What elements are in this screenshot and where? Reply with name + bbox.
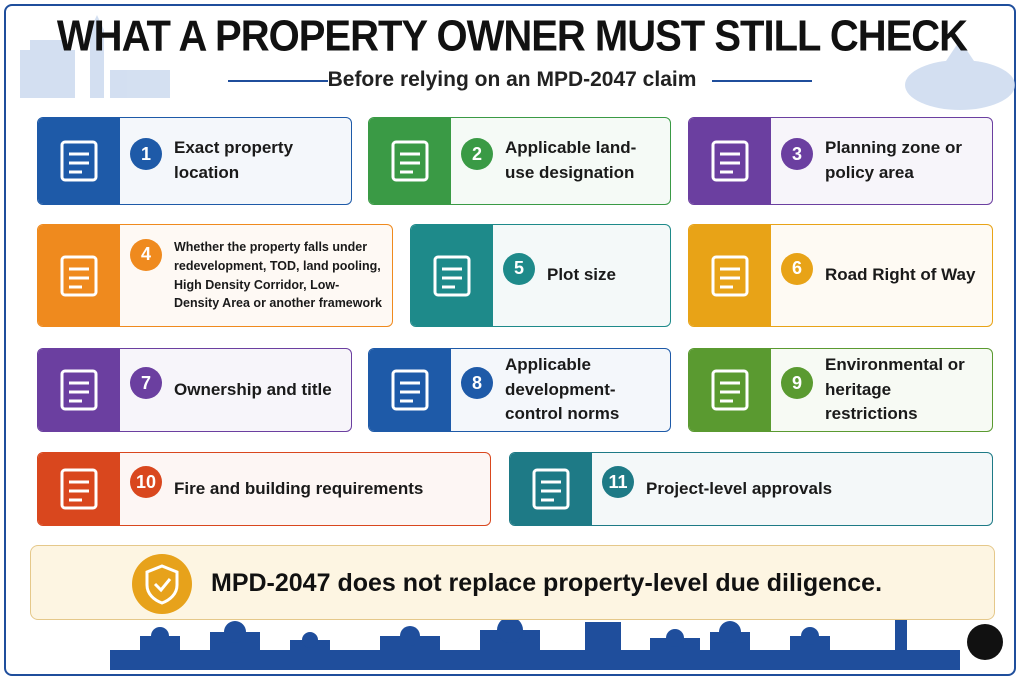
icon-panel xyxy=(369,118,451,204)
icon-panel xyxy=(689,349,771,431)
rule xyxy=(228,80,328,82)
icon-panel xyxy=(510,453,592,525)
icon-panel xyxy=(369,349,451,431)
icon-panel xyxy=(411,225,493,326)
checklist-card: 11 Project-level approvals xyxy=(509,452,993,526)
footer-message: MPD-2047 does not replace property-level… xyxy=(211,569,883,597)
item-text: Fire and building requirements xyxy=(174,478,424,498)
icon-panel xyxy=(689,225,771,326)
checklist-card: 3 Planning zone or policy area xyxy=(688,117,993,205)
checklist-card: 10 Fire and building requirements xyxy=(37,452,491,526)
icon-panel xyxy=(38,225,120,326)
rule xyxy=(712,80,812,82)
item-text: Planning zone or policy area xyxy=(825,138,962,182)
checklist-card: 7 Ownership and title xyxy=(37,348,352,432)
icon-panel xyxy=(38,453,120,525)
checklist-card: 5 Plot size xyxy=(410,224,671,327)
title: WHAT A PROPERTY OWNER MUST STILL CHECK xyxy=(56,11,968,61)
subtitle: Before relying on an MPD-2047 claim xyxy=(327,68,697,91)
item-number: 5 xyxy=(503,252,535,285)
item-text: Ownership and title xyxy=(174,379,332,399)
item-number: 3 xyxy=(781,138,813,170)
icon xyxy=(60,140,98,182)
icon xyxy=(433,255,471,296)
icon xyxy=(60,468,98,510)
item-number: 8 xyxy=(461,367,493,399)
icon-panel xyxy=(689,118,771,204)
item-text: Project-level approvals xyxy=(646,478,833,498)
banner: MPD-2047 does not replace property-level… xyxy=(30,545,995,620)
item-number: 2 xyxy=(461,138,493,170)
icon xyxy=(60,369,98,411)
frame xyxy=(4,4,1016,676)
icon xyxy=(711,255,749,296)
item-text: Whether the property falls under redevel… xyxy=(174,240,382,311)
item-text: Plot size xyxy=(547,265,616,285)
checklist-card: 8 Applicable development-control norms xyxy=(368,348,671,432)
checklist-card: 9 Environmental or heritage restrictions xyxy=(688,348,993,432)
icon xyxy=(391,140,429,182)
icon xyxy=(391,369,429,411)
icon xyxy=(711,140,749,182)
item-number: 6 xyxy=(781,252,813,285)
item-number: 1 xyxy=(130,138,162,170)
icon xyxy=(532,468,570,510)
item-text: Environmental or heritage restrictions xyxy=(825,355,965,424)
checklist-card: 1 Exact property location xyxy=(37,117,352,205)
item-number: 10 xyxy=(130,466,162,498)
shield-icon xyxy=(132,554,192,614)
icon xyxy=(60,255,98,296)
item-number: 4 xyxy=(130,238,162,271)
icon xyxy=(711,369,749,411)
checklist-card: 2 Applicable land-use designation xyxy=(368,117,671,205)
checklist-card: 4 Whether the property falls under redeve… xyxy=(37,224,393,327)
item-text: Road Right of Way xyxy=(825,265,976,285)
item-number: 9 xyxy=(781,367,813,399)
item-number: 7 xyxy=(130,367,162,399)
icon-panel xyxy=(38,118,120,204)
item-number: 11 xyxy=(602,466,634,498)
item-text: Applicable land-use designation xyxy=(505,138,637,182)
item-text: Applicable development-control norms xyxy=(505,355,620,424)
checklist-card: 6 Road Right of Way xyxy=(688,224,993,327)
item-text: Exact property location xyxy=(174,138,294,182)
icon-panel xyxy=(38,349,120,431)
